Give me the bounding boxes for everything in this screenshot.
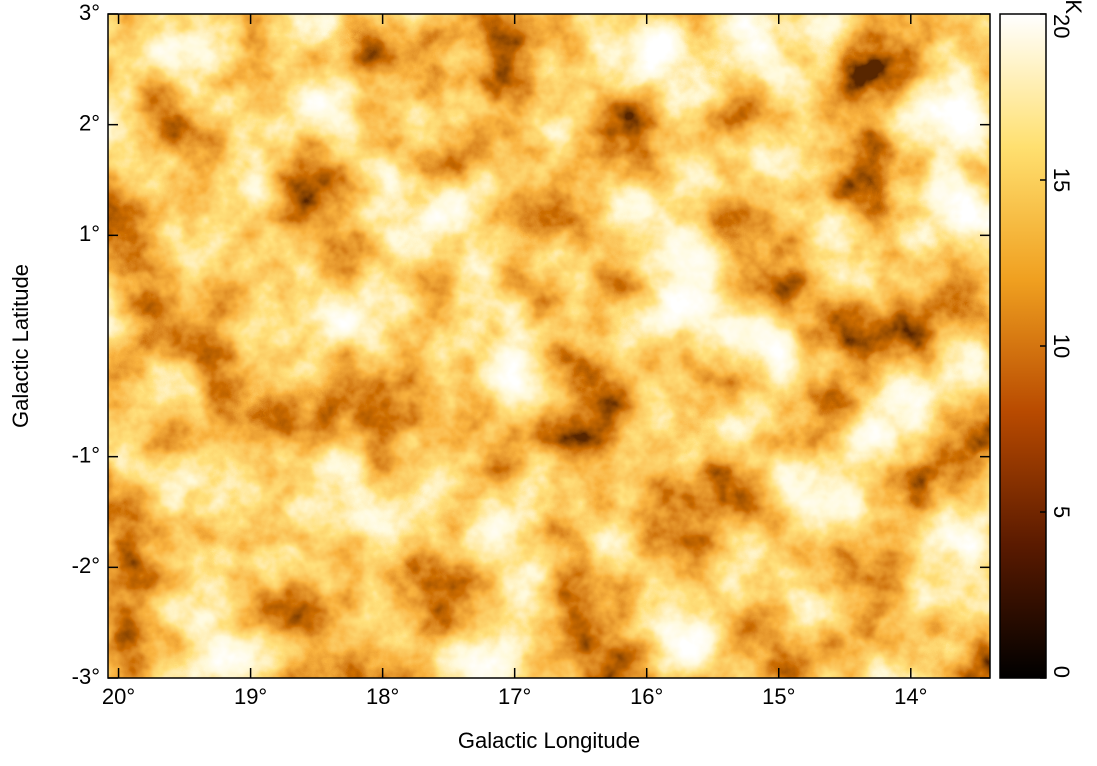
colorbar [999,13,1047,679]
x-tick-label: 14° [894,684,927,709]
y-tick-label: -1° [72,442,100,467]
colorbar-tick-label: 15 [1049,168,1074,192]
y-tick-label: 2° [79,110,100,135]
y-tick-label: -2° [72,553,100,578]
x-tick-label: 18° [366,684,399,709]
colorbar-tick-label: 5 [1049,506,1074,518]
x-tick-label: 17° [498,684,531,709]
y-axis-label: Galactic Latitude [8,264,33,428]
colorbar-label: Tb mK [1061,0,1086,14]
y-tick-label: 3° [79,0,100,25]
colorbar-tick-label: 20 [1049,14,1074,38]
y-tick-label: -3° [72,664,100,689]
x-tick-label: 15° [762,684,795,709]
map-image [108,14,990,678]
y-tick-label: 1° [79,221,100,246]
x-tick-label: 19° [234,684,267,709]
x-tick-label: 20° [102,684,135,709]
plot-frame [107,13,991,679]
x-axis-label: Galactic Longitude [458,728,640,753]
colorbar-tick-label: 10 [1049,334,1074,358]
colorbar-tick-label: 0 [1049,666,1074,678]
x-tick-label: 16° [630,684,663,709]
